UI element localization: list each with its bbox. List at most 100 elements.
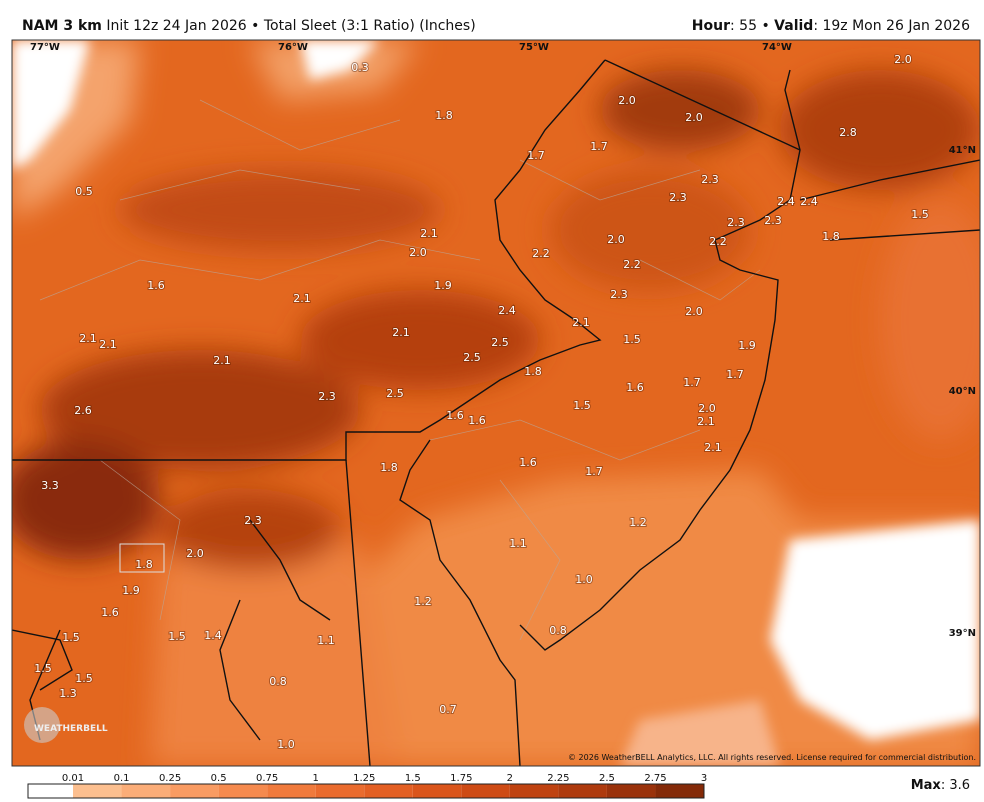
value-label: 1.3 <box>59 687 77 700</box>
value-label: 0.3 <box>351 61 369 74</box>
colorbar-tick-label: 1.75 <box>450 773 472 784</box>
value-label: 2.0 <box>186 547 204 560</box>
value-label: 1.6 <box>626 381 644 394</box>
colorbar-tick-label: 2.5 <box>599 773 615 784</box>
hour-label: Hour <box>691 18 731 34</box>
value-label: 2.1 <box>420 227 438 240</box>
value-label: 3.3 <box>41 479 59 492</box>
value-label: 2.3 <box>727 216 745 229</box>
colorbar-swatch <box>28 784 73 798</box>
value-label: 2.0 <box>685 111 703 124</box>
value-label: 2.3 <box>764 214 782 227</box>
value-label: 2.2 <box>709 235 727 248</box>
value-label: 2.1 <box>79 332 97 345</box>
colorbar-tick-label: 0.01 <box>62 773 84 784</box>
colorbar-swatch <box>655 784 704 798</box>
logo: WEATHERBELL <box>24 707 108 743</box>
value-label: 1.8 <box>524 365 542 378</box>
value-label: 2.1 <box>572 316 590 329</box>
colorbar-swatch <box>606 784 656 798</box>
separator: • <box>761 18 770 34</box>
value-label: 2.5 <box>491 336 509 349</box>
value-label: 2.3 <box>669 191 687 204</box>
latitude-label: 41°N <box>949 145 976 156</box>
value-label: 1.7 <box>585 465 603 478</box>
colorbar-tick-label: 0.5 <box>211 773 227 784</box>
hour-value: : 55 <box>730 18 757 34</box>
value-label: 2.0 <box>618 94 636 107</box>
value-label: 2.1 <box>392 326 410 339</box>
value-label: 2.3 <box>244 514 262 527</box>
colorbar-swatch <box>218 784 268 798</box>
colorbar-tick-label: 0.25 <box>159 773 181 784</box>
colorbar-tick-label: 0.75 <box>256 773 278 784</box>
value-label: 1.8 <box>135 558 153 571</box>
value-label: 1.5 <box>62 631 80 644</box>
value-label: 2.8 <box>839 126 857 139</box>
value-label: 2.2 <box>532 247 550 260</box>
value-label: 2.5 <box>463 351 481 364</box>
colorbar-swatch <box>509 784 559 798</box>
value-label: 1.5 <box>911 208 929 221</box>
value-label: 1.4 <box>204 629 222 642</box>
value-label: 2.0 <box>607 233 625 246</box>
value-label: 1.9 <box>434 279 452 292</box>
valid-value: : 19z Mon 26 Jan 2026 <box>813 18 970 34</box>
value-label: 2.0 <box>894 53 912 66</box>
value-label: 2.1 <box>704 441 722 454</box>
longitude-label: 75°W <box>519 42 549 53</box>
value-label: 0.7 <box>439 703 457 716</box>
max-label: Max <box>910 778 941 793</box>
value-label: 1.5 <box>573 399 591 412</box>
value-label: 2.0 <box>685 305 703 318</box>
longitude-label: 77°W <box>30 42 60 53</box>
value-label: 1.9 <box>122 584 140 597</box>
value-label: 1.2 <box>414 595 432 608</box>
latitude-label: 40°N <box>949 386 976 397</box>
value-label: 1.7 <box>590 140 608 153</box>
value-label: 1.0 <box>277 738 295 751</box>
copyright: © 2026 WeatherBELL Analytics, LLC. All r… <box>568 753 976 762</box>
colorbar-tick-label: 3 <box>701 773 707 784</box>
value-label: 2.0 <box>409 246 427 259</box>
value-label: 0.5 <box>75 185 93 198</box>
value-label: 2.6 <box>74 404 92 417</box>
longitude-label: 74°W <box>762 42 792 53</box>
value-label: 1.6 <box>147 279 165 292</box>
value-label: 1.9 <box>738 339 756 352</box>
value-label: 1.6 <box>519 456 537 469</box>
separator: • <box>251 18 260 34</box>
model: NAM 3 km <box>22 18 102 34</box>
header-right: Hour: 55 • Valid: 19z Mon 26 Jan 2026 <box>692 18 970 34</box>
value-label: 2.1 <box>213 354 231 367</box>
colorbar-swatch <box>461 784 510 798</box>
value-label: 2.5 <box>386 387 404 400</box>
value-label: 1.7 <box>726 368 744 381</box>
value-label: 2.4 <box>777 195 795 208</box>
colorbar-tick-label: 0.1 <box>114 773 130 784</box>
value-label: 1.5 <box>75 672 93 685</box>
value-label: 1.7 <box>527 149 545 162</box>
value-label: 2.1 <box>99 338 117 351</box>
colorbar-swatch <box>364 784 413 798</box>
logo-text: WEATHERBELL <box>34 724 108 734</box>
value-label: 2.3 <box>318 390 336 403</box>
colorbar-swatch <box>121 784 171 798</box>
colorbar-swatch <box>170 784 219 798</box>
value-label: 2.4 <box>498 304 516 317</box>
value-label: 0.8 <box>269 675 287 688</box>
product: Total Sleet (3:1 Ratio) (Inches) <box>263 18 476 34</box>
value-label: 1.1 <box>509 537 527 550</box>
value-label: 2.1 <box>293 292 311 305</box>
init: Init 12z 24 Jan 2026 <box>106 18 247 34</box>
value-label: 1.8 <box>822 230 840 243</box>
value-label: 1.5 <box>34 662 52 675</box>
valid-label: Valid <box>774 18 814 34</box>
shading <box>12 40 980 766</box>
latitude-label: 39°N <box>949 628 976 639</box>
value-label: 2.0 <box>698 402 716 415</box>
value-label: 2.3 <box>610 288 628 301</box>
value-label: 1.7 <box>683 376 701 389</box>
max-value: : 3.6 <box>940 778 970 793</box>
